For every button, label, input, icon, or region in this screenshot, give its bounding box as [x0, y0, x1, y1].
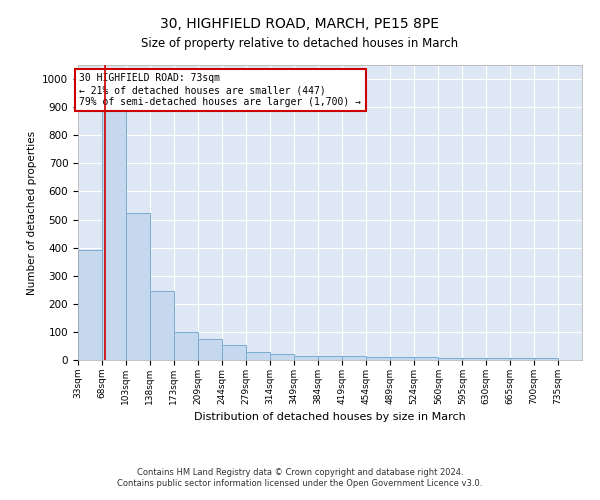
Bar — [126, 212, 150, 360]
Bar — [174, 332, 197, 360]
X-axis label: Distribution of detached houses by size in March: Distribution of detached houses by size … — [194, 412, 466, 422]
Bar — [78, 250, 102, 360]
Bar — [534, 358, 558, 360]
Bar — [246, 352, 270, 360]
Y-axis label: Number of detached properties: Number of detached properties — [26, 130, 37, 294]
Text: Contains HM Land Registry data © Crown copyright and database right 2024.
Contai: Contains HM Land Registry data © Crown c… — [118, 468, 482, 487]
Bar — [318, 356, 342, 360]
Bar — [150, 291, 174, 360]
Bar — [222, 344, 246, 360]
Bar — [102, 90, 126, 360]
Bar — [486, 358, 510, 360]
Bar — [510, 358, 534, 360]
Bar — [414, 357, 438, 360]
Bar — [342, 356, 366, 360]
Bar — [463, 358, 486, 360]
Text: Size of property relative to detached houses in March: Size of property relative to detached ho… — [142, 38, 458, 51]
Text: 30, HIGHFIELD ROAD, MARCH, PE15 8PE: 30, HIGHFIELD ROAD, MARCH, PE15 8PE — [161, 18, 439, 32]
Bar — [366, 357, 390, 360]
Bar — [294, 356, 318, 360]
Bar — [390, 357, 414, 360]
Bar — [199, 339, 222, 360]
Bar — [270, 354, 294, 360]
Bar — [439, 358, 463, 360]
Text: 30 HIGHFIELD ROAD: 73sqm
← 21% of detached houses are smaller (447)
79% of semi-: 30 HIGHFIELD ROAD: 73sqm ← 21% of detach… — [79, 74, 361, 106]
